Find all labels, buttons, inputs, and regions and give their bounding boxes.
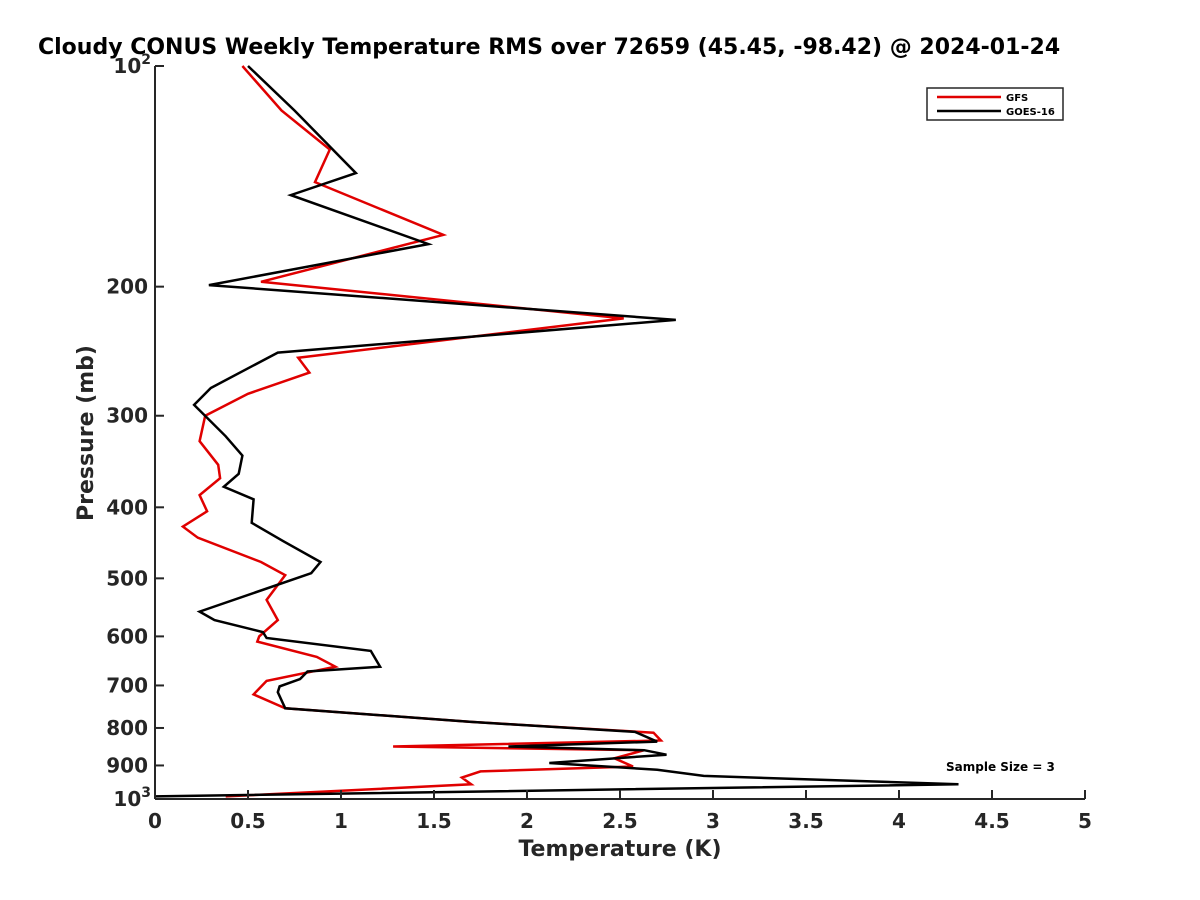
x-tick-label: 5 — [1078, 809, 1092, 833]
x-tick-label: 3 — [706, 809, 720, 833]
y-tick-label-base: 10 — [113, 787, 141, 811]
y-tick-label-exponent: 2 — [141, 52, 151, 68]
y-tick-label-exponent: 3 — [141, 785, 151, 801]
x-axis-label: Temperature (K) — [518, 837, 721, 862]
y-tick-label: 300 — [106, 404, 148, 428]
x-tick-label: 1.5 — [416, 809, 451, 833]
x-tick-label: 4 — [892, 809, 906, 833]
y-tick-label: 600 — [106, 624, 148, 648]
y-tick-label: 800 — [106, 716, 148, 740]
series-layer — [154, 65, 959, 798]
plot-background — [155, 66, 1084, 799]
legend-label-gfs: GFS — [1006, 93, 1028, 104]
y-tick-label: 200 — [106, 275, 148, 299]
series-line-goes-16 — [154, 65, 959, 798]
x-tick-label: 0 — [148, 809, 162, 833]
legend: GFS GOES-16 — [926, 87, 1064, 121]
y-tick-label: 500 — [106, 566, 148, 590]
legend-box — [926, 87, 1064, 121]
legend-label-goes-16: GOES-16 — [1006, 107, 1055, 118]
y-tick-label-base: 10 — [113, 54, 141, 78]
y-tick-label: 900 — [106, 753, 148, 777]
chart-title: Cloudy CONUS Weekly Temperature RMS over… — [38, 35, 1060, 60]
x-tick-label: 2.5 — [602, 809, 637, 833]
y-tick-label: 102 — [113, 52, 151, 78]
y-tick-label: 400 — [106, 495, 148, 519]
x-tick-label: 0.5 — [230, 809, 265, 833]
plot-area: 0 0.5 1 1.5 2 2.5 3 3.5 4 4.5 5 102200300400500600… — [106, 52, 1092, 833]
x-tick-label: 1 — [334, 809, 348, 833]
y-tick-label: 700 — [106, 673, 148, 697]
x-tick-label: 3.5 — [788, 809, 823, 833]
x-tick-label: 4.5 — [974, 809, 1009, 833]
x-tick-label: 2 — [520, 809, 534, 833]
y-axis-label: Pressure (mb) — [74, 345, 99, 521]
x-ticks: 0 0.5 1 1.5 2 2.5 3 3.5 4 4.5 5 — [148, 790, 1092, 833]
sample-size-annotation: Sample Size = 3 — [946, 760, 1055, 774]
y-tick-label: 103 — [113, 785, 151, 811]
